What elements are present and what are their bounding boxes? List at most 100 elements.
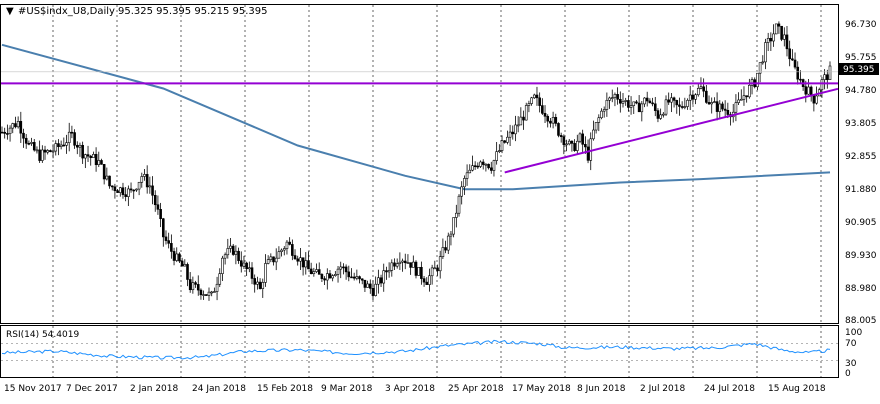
- candle-bullish: [449, 233, 453, 237]
- time-label: 25 Apr 2018: [448, 384, 504, 394]
- candle-bullish: [605, 99, 609, 110]
- candle-bullish: [452, 217, 455, 235]
- candle-bullish: [551, 117, 555, 124]
- candle-bullish: [256, 281, 259, 285]
- price-label: 93.805: [845, 119, 877, 129]
- current-price-label: 95.395: [843, 65, 875, 75]
- candle-bearish: [323, 278, 326, 281]
- time-label: 8 Jun 2018: [577, 384, 626, 394]
- candle-bullish: [670, 97, 673, 103]
- candle-bullish: [734, 102, 738, 113]
- candle-bullish: [686, 99, 689, 107]
- price-label: 91.880: [845, 185, 877, 195]
- candle-bullish: [213, 291, 216, 293]
- candle-bearish: [812, 95, 816, 104]
- candle-bearish: [444, 247, 447, 251]
- price-label: 88.980: [845, 284, 877, 294]
- candle-bullish: [97, 160, 101, 166]
- candle-bearish: [19, 121, 23, 134]
- candle-bullish: [575, 140, 579, 151]
- candle-bearish: [557, 123, 560, 136]
- candle-bearish: [156, 204, 160, 210]
- candle-bullish: [148, 185, 152, 188]
- candle-bullish: [756, 72, 759, 88]
- candle-bullish: [519, 116, 523, 126]
- candle-bullish: [479, 161, 482, 167]
- candle-bearish: [422, 278, 426, 283]
- candle-bearish: [6, 133, 9, 135]
- rsi-axis-label: 100: [845, 328, 862, 338]
- candle-bullish: [532, 94, 536, 99]
- candle-bullish: [742, 95, 746, 100]
- candle-bearish: [14, 123, 17, 128]
- time-label: 15 Feb 2018: [257, 384, 313, 394]
- candle-bearish: [777, 23, 781, 27]
- candle-bearish: [656, 110, 660, 119]
- candle-bullish: [696, 87, 700, 96]
- candle-bullish: [457, 195, 461, 214]
- candle-bearish: [328, 273, 332, 279]
- candle-bearish: [110, 185, 114, 188]
- candle-bullish: [35, 149, 39, 152]
- candle-bearish: [788, 48, 791, 60]
- candle-bullish: [737, 99, 740, 103]
- rsi-axis-label: 0: [845, 369, 851, 379]
- candle-bearish: [121, 187, 125, 195]
- candle-bullish: [643, 97, 646, 105]
- candle-bullish: [339, 266, 343, 270]
- candle-bullish: [484, 163, 488, 166]
- time-label: 3 Apr 2018: [385, 384, 435, 394]
- candle-bullish: [530, 97, 533, 104]
- candle-bearish: [186, 264, 189, 280]
- candle-bearish: [637, 102, 641, 113]
- candle-bullish: [823, 74, 826, 80]
- candle-bullish: [608, 97, 611, 101]
- price-label: 95.755: [845, 53, 877, 63]
- candle-bearish: [309, 268, 313, 275]
- candle-bearish: [49, 150, 52, 153]
- candle-bearish: [541, 105, 544, 114]
- candle-bullish: [377, 277, 380, 285]
- candle-bearish: [347, 271, 351, 278]
- candle-bearish: [546, 115, 550, 122]
- candle-bullish: [266, 259, 270, 264]
- candle-bearish: [672, 97, 676, 101]
- candle-bearish: [170, 243, 173, 252]
- candle-bearish: [344, 266, 348, 273]
- candle-bearish: [616, 94, 619, 100]
- candle-bullish: [215, 283, 219, 292]
- candle-bullish: [274, 257, 278, 263]
- candle-bullish: [764, 42, 767, 63]
- candle-bearish: [108, 175, 111, 187]
- candle-bullish: [398, 261, 402, 264]
- candle-bullish: [782, 34, 786, 40]
- candle-bearish: [702, 86, 705, 92]
- candle-bullish: [460, 186, 464, 197]
- candle-bearish: [691, 94, 695, 100]
- candle-bullish: [664, 99, 668, 115]
- candle-bullish: [500, 140, 504, 151]
- candle-bearish: [403, 260, 407, 264]
- candle-bullish: [282, 248, 286, 251]
- candle-bearish: [161, 218, 165, 238]
- candle-bullish: [565, 143, 568, 146]
- candle-bearish: [296, 258, 300, 262]
- candle-bearish: [476, 165, 480, 168]
- candle-bullish: [315, 269, 318, 272]
- candle-bullish: [277, 251, 281, 259]
- candle-bearish: [205, 294, 208, 296]
- candle-bullish: [471, 165, 474, 171]
- candle-bullish: [589, 138, 593, 161]
- candle-bullish: [127, 188, 130, 197]
- candle-bullish: [135, 188, 138, 191]
- candle-bullish: [54, 143, 58, 152]
- candle-bearish: [363, 279, 367, 288]
- header-arrow-icon[interactable]: ▼: [6, 6, 14, 17]
- candle-bullish: [514, 124, 517, 135]
- time-axis: 15 Nov 2017 7 Dec 2017 2 Jan 2018 24 Jan…: [4, 384, 826, 394]
- price-label: 90.905: [845, 218, 877, 228]
- candle-bearish: [196, 284, 200, 291]
- candle-bearish: [32, 142, 36, 151]
- ohlc-values: 95.325 95.395 95.215 95.395: [118, 6, 268, 17]
